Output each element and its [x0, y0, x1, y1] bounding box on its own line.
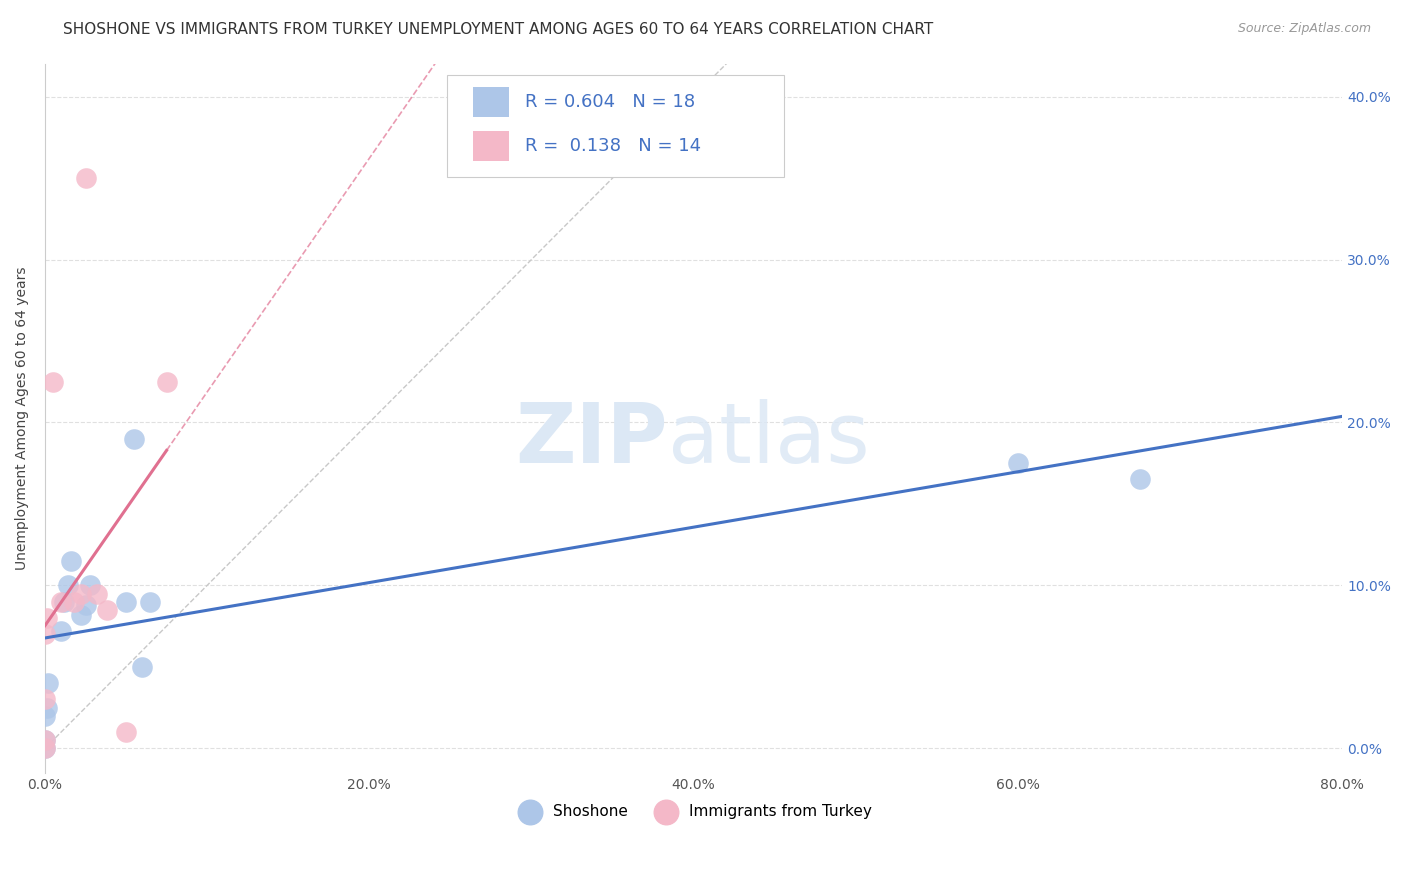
Point — [75, 598, 97, 612]
Point — [155, 375, 177, 389]
Point — [42, 375, 65, 389]
Text: R =  0.138   N = 14: R = 0.138 N = 14 — [524, 137, 702, 155]
Point — [34, 733, 56, 747]
FancyBboxPatch shape — [447, 75, 785, 178]
Point — [1128, 473, 1150, 487]
Point — [115, 725, 138, 739]
FancyBboxPatch shape — [472, 87, 509, 117]
Point — [79, 578, 101, 592]
Text: R = 0.604   N = 18: R = 0.604 N = 18 — [524, 94, 695, 112]
Point — [96, 603, 118, 617]
Point — [34, 741, 56, 756]
Point — [51, 595, 73, 609]
Point — [56, 578, 79, 592]
FancyBboxPatch shape — [472, 131, 509, 161]
Text: ZIP: ZIP — [515, 399, 668, 480]
Point — [69, 607, 91, 622]
Point — [139, 595, 162, 609]
Legend: Shoshone, Immigrants from Turkey: Shoshone, Immigrants from Turkey — [509, 798, 879, 825]
Point — [51, 624, 73, 638]
Point — [37, 676, 59, 690]
Point — [34, 692, 56, 706]
Point — [122, 432, 145, 446]
Point — [34, 733, 56, 747]
Point — [59, 554, 82, 568]
Text: SHOSHONE VS IMMIGRANTS FROM TURKEY UNEMPLOYMENT AMONG AGES 60 TO 64 YEARS CORREL: SHOSHONE VS IMMIGRANTS FROM TURKEY UNEMP… — [63, 22, 934, 37]
Point — [34, 708, 56, 723]
Y-axis label: Unemployment Among Ages 60 to 64 years: Unemployment Among Ages 60 to 64 years — [15, 267, 30, 570]
Point — [86, 586, 108, 600]
Point — [69, 586, 91, 600]
Point — [131, 660, 153, 674]
Point — [75, 171, 97, 186]
Point — [34, 627, 56, 641]
Point — [35, 611, 58, 625]
Point — [35, 700, 58, 714]
Text: Source: ZipAtlas.com: Source: ZipAtlas.com — [1237, 22, 1371, 36]
Text: atlas: atlas — [668, 399, 869, 480]
Point — [34, 741, 56, 756]
Point — [115, 595, 138, 609]
Point — [53, 595, 76, 609]
Point — [1007, 456, 1029, 470]
Point — [63, 595, 86, 609]
